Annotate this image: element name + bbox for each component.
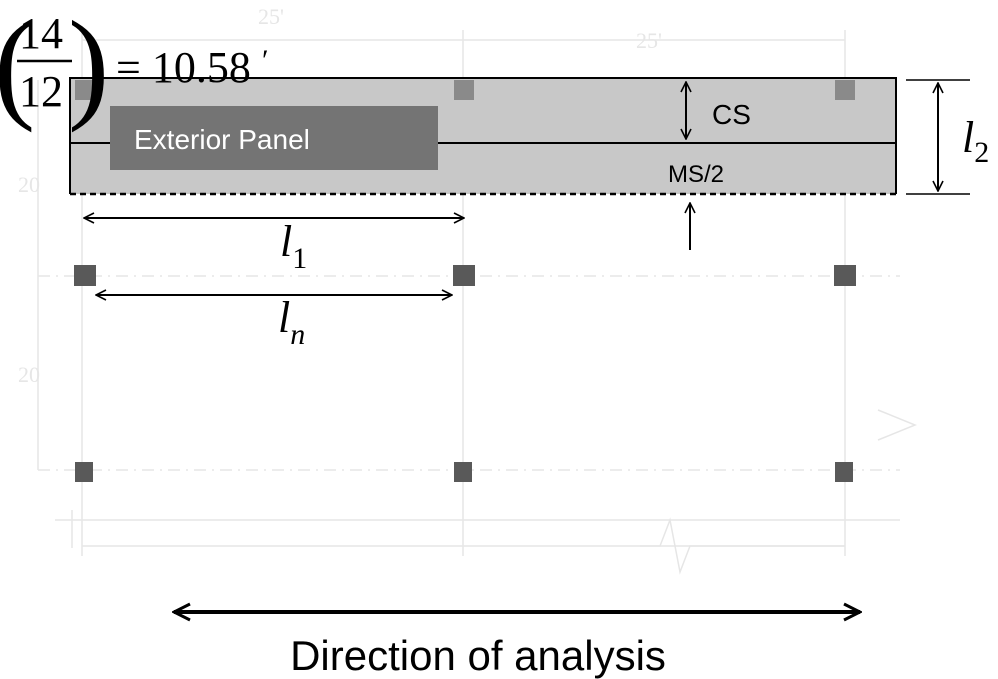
faint-plan-labels: 25' 25' 20 20	[18, 4, 662, 387]
columns	[74, 80, 856, 482]
faint-span-label-left: 25'	[258, 4, 284, 29]
formula-open-paren: (	[0, 0, 35, 133]
cs-label: CS	[712, 99, 751, 130]
formula-prime: ′	[262, 44, 269, 77]
l1-label-base: l	[280, 217, 292, 266]
exterior-panel-label: Exterior Panel	[134, 124, 310, 155]
column	[75, 462, 93, 482]
ln-label-sub: n	[290, 318, 305, 351]
faint-row-label-middle: 20	[18, 362, 40, 387]
formula-close-paren: )	[68, 0, 109, 133]
faint-row-label-top: 20	[18, 172, 40, 197]
column	[74, 265, 96, 286]
column	[454, 80, 474, 100]
ms-half-label: MS/2	[668, 161, 724, 188]
exterior-panel-label-box	[110, 106, 438, 170]
column	[453, 265, 475, 286]
formula-denominator: 12	[19, 67, 63, 116]
ln-label-base: l	[278, 293, 290, 342]
l2-label-sub: 2	[974, 136, 989, 169]
formula-numerator: 14	[19, 9, 63, 58]
column	[835, 462, 853, 482]
formula: ( 14 12 ) = 10.58 ′	[0, 0, 269, 133]
column	[835, 80, 855, 100]
l2-label-base: l	[962, 113, 974, 162]
strip-solid-edges	[69, 77, 897, 194]
direction-of-analysis-label: Direction of analysis	[290, 632, 666, 679]
formula-result: = 10.58	[116, 43, 251, 92]
column	[834, 265, 856, 286]
faint-span-label-right: 25'	[636, 28, 662, 53]
column	[75, 80, 95, 100]
l2-label: l2	[962, 113, 989, 169]
column	[454, 462, 472, 482]
l1-label-sub: 1	[292, 242, 307, 275]
ln-label: ln	[278, 293, 305, 351]
l1-label: l1	[280, 217, 307, 275]
